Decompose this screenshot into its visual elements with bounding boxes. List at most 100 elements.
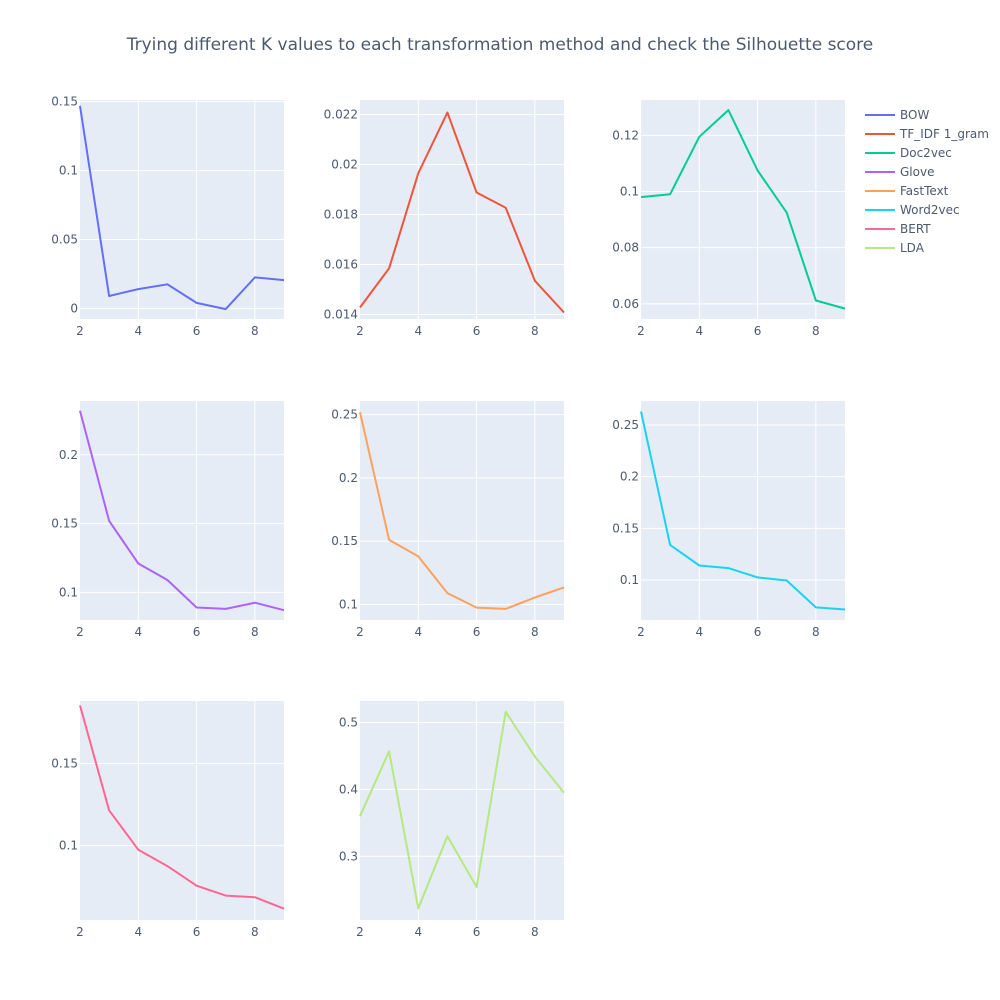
x-tick-label: 6 xyxy=(193,324,201,338)
x-tick-label: 4 xyxy=(134,925,142,939)
y-tick-label: 0.25 xyxy=(612,418,639,432)
series-line-5[interactable] xyxy=(359,411,565,610)
legend-label: LDA xyxy=(900,241,925,255)
plot-area xyxy=(360,701,564,920)
plot-area xyxy=(80,100,284,319)
x-tick-label: 6 xyxy=(473,625,481,639)
x-tick-label: 6 xyxy=(754,324,762,338)
y-tick-label: 0.15 xyxy=(331,534,358,548)
x-tick-label: 8 xyxy=(251,324,259,338)
plot-area xyxy=(360,401,564,620)
legend-item[interactable]: Doc2vec xyxy=(865,146,952,160)
x-tick-label: 4 xyxy=(414,324,422,338)
x-tick-label: 2 xyxy=(356,625,364,639)
x-tick-label: 4 xyxy=(414,625,422,639)
x-tick-label: 8 xyxy=(251,925,259,939)
legend-label: TF_IDF 1_gram xyxy=(899,127,989,141)
series-line-6[interactable] xyxy=(640,411,846,611)
y-tick-label: 0.02 xyxy=(331,158,358,172)
legend-label: Word2vec xyxy=(900,203,960,217)
x-tick-label: 8 xyxy=(531,625,539,639)
x-tick-label: 2 xyxy=(637,324,645,338)
series-line-3[interactable] xyxy=(640,109,846,310)
x-tick-label: 8 xyxy=(251,625,259,639)
y-tick-label: 0.2 xyxy=(339,471,358,485)
x-tick-label: 6 xyxy=(193,625,201,639)
x-tick-label: 6 xyxy=(473,324,481,338)
y-tick-label: 0.05 xyxy=(51,232,78,246)
x-tick-label: 6 xyxy=(754,625,762,639)
plot-area xyxy=(641,100,845,319)
series-line-4[interactable] xyxy=(79,410,285,612)
x-tick-label: 2 xyxy=(356,925,364,939)
legend-label: BERT xyxy=(900,222,931,236)
x-tick-label: 8 xyxy=(531,925,539,939)
subplots: 2 4 6 8 0 0.05 0.1 0.15 2 4 6 8 0.014 0.016 0.018 0.02 0… xyxy=(51,95,846,939)
y-tick-label: 0.5 xyxy=(339,716,358,730)
y-tick-label: 0.018 xyxy=(324,208,358,222)
x-tick-label: 4 xyxy=(414,925,422,939)
subplot-2: 2 4 6 8 0.014 0.016 0.018 0.02 0.022 xyxy=(324,100,565,338)
y-tick-label: 0.1 xyxy=(59,164,78,178)
subplot-6: 2 4 6 8 0.1 0.15 0.2 0.25 xyxy=(612,401,846,639)
x-tick-label: 4 xyxy=(695,625,703,639)
y-tick-label: 0.1 xyxy=(59,839,78,853)
y-tick-label: 0.4 xyxy=(339,782,358,796)
x-tick-label: 8 xyxy=(812,324,820,338)
y-tick-label: 0.1 xyxy=(620,185,639,199)
y-tick-label: 0.12 xyxy=(612,128,639,142)
x-tick-label: 4 xyxy=(695,324,703,338)
y-tick-label: 0.022 xyxy=(324,108,358,122)
chart-title: Trying different K values to each transf… xyxy=(126,35,874,55)
subplot-7: 2 4 6 8 0.1 0.15 xyxy=(51,701,285,939)
y-tick-label: 0.1 xyxy=(339,597,358,611)
legend-item[interactable]: LDA xyxy=(865,241,925,255)
x-tick-label: 8 xyxy=(812,625,820,639)
legend[interactable]: BOW TF_IDF 1_gram Doc2vec Glove FastText Word… xyxy=(865,108,989,255)
series-line-1[interactable] xyxy=(79,105,285,311)
series-line-8[interactable] xyxy=(359,710,565,910)
legend-item[interactable]: Glove xyxy=(865,165,934,179)
legend-label: Doc2vec xyxy=(900,146,952,160)
y-tick-label: 0.06 xyxy=(612,297,639,311)
y-tick-label: 0.016 xyxy=(324,258,358,272)
legend-label: Glove xyxy=(900,165,934,179)
x-tick-label: 2 xyxy=(76,925,84,939)
x-tick-label: 4 xyxy=(134,324,142,338)
y-tick-label: 0.25 xyxy=(331,408,358,422)
plot-area xyxy=(641,401,845,620)
legend-label: FastText xyxy=(900,184,949,198)
y-tick-label: 0 xyxy=(70,301,78,315)
legend-item[interactable]: FastText xyxy=(865,184,949,198)
x-tick-label: 6 xyxy=(193,925,201,939)
subplot-3: 2 4 6 8 0.06 0.08 0.1 0.12 xyxy=(612,100,846,338)
legend-item[interactable]: TF_IDF 1_gram xyxy=(865,127,989,141)
y-tick-label: 0.2 xyxy=(59,448,78,462)
x-tick-label: 2 xyxy=(637,625,645,639)
y-tick-label: 0.15 xyxy=(51,757,78,771)
series-line-7[interactable] xyxy=(79,705,285,910)
subplot-8: 2 4 6 8 0.3 0.4 0.5 xyxy=(339,701,565,939)
subplot-4: 2 4 6 8 0.1 0.15 0.2 xyxy=(51,401,285,639)
y-tick-label: 0.08 xyxy=(612,241,639,255)
y-tick-label: 0.2 xyxy=(620,470,639,484)
x-tick-label: 2 xyxy=(76,625,84,639)
y-tick-label: 0.1 xyxy=(59,585,78,599)
legend-label: BOW xyxy=(900,108,929,122)
y-tick-label: 0.3 xyxy=(339,849,358,863)
y-tick-label: 0.15 xyxy=(51,95,78,109)
y-tick-label: 0.014 xyxy=(324,308,358,322)
legend-item[interactable]: Word2vec xyxy=(865,203,960,217)
x-tick-label: 2 xyxy=(356,324,364,338)
x-tick-label: 8 xyxy=(531,324,539,338)
plot-area xyxy=(80,701,284,920)
y-tick-label: 0.1 xyxy=(620,573,639,587)
series-line-2[interactable] xyxy=(359,111,565,314)
plot-area xyxy=(80,401,284,620)
legend-item[interactable]: BOW xyxy=(865,108,929,122)
x-tick-label: 4 xyxy=(134,625,142,639)
x-tick-label: 6 xyxy=(473,925,481,939)
subplot-1: 2 4 6 8 0 0.05 0.1 0.15 xyxy=(51,95,285,338)
legend-item[interactable]: BERT xyxy=(865,222,931,236)
